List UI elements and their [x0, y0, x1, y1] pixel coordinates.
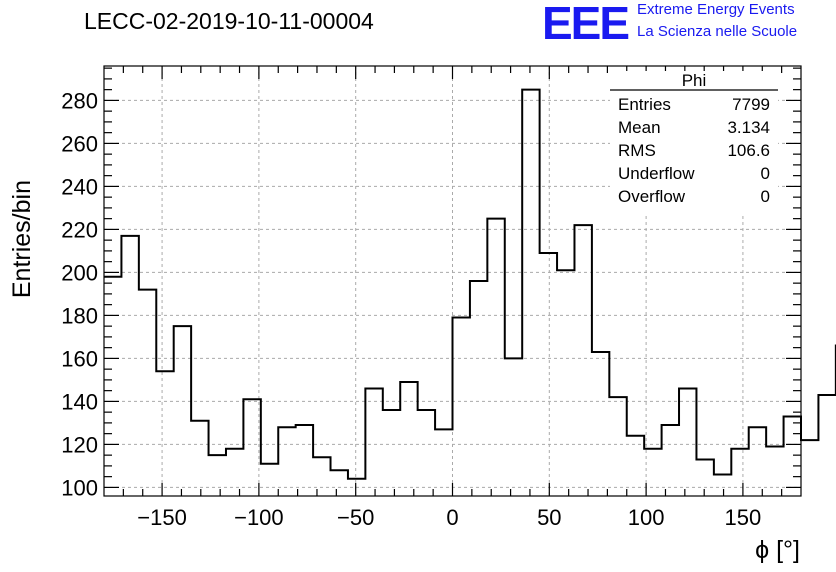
logo-line-2: La Scienza nelle Scuole	[637, 23, 798, 40]
y-tick-label: 180	[61, 303, 98, 328]
logo-line-1: Extreme Energy Events	[637, 1, 795, 18]
stats-row-value: 7799	[732, 95, 770, 114]
stats-row-label: Overflow	[618, 187, 686, 206]
y-axis-title: Entries/bin	[8, 180, 36, 298]
stats-row-value: 3.134	[727, 118, 770, 137]
y-tick-label: 280	[61, 88, 98, 113]
x-tick-label: −150	[137, 505, 187, 530]
stats-row-label: Underflow	[618, 164, 695, 183]
x-tick-label: 150	[725, 505, 762, 530]
y-tick-label: 100	[61, 475, 98, 500]
eee-logo: EEE	[542, 0, 630, 49]
x-tick-label: −50	[337, 505, 374, 530]
stats-row-value: 0	[761, 187, 770, 206]
x-tick-label: 100	[628, 505, 665, 530]
x-axis-title: ϕ [°]	[755, 536, 800, 564]
stats-row-label: Entries	[618, 95, 671, 114]
y-tick-label: 120	[61, 432, 98, 457]
stats-box-rows: Entries 7799 Mean 3.134 RMS 106.6 Underflow 0 Ov…	[618, 95, 770, 206]
x-tick-label: −100	[234, 505, 284, 530]
stats-row-value: 106.6	[727, 141, 770, 160]
stats-box-name: Phi	[682, 71, 707, 90]
stats-row-label: RMS	[618, 141, 656, 160]
histogram-title: LECC-02-2019-10-11-00004	[84, 8, 374, 34]
y-tick-label: 260	[61, 131, 98, 156]
axis-tick-labels: −150 −100 −50 0 50 100 150 100 120 140 160 180 200 22…	[61, 88, 761, 530]
stats-box	[610, 71, 778, 215]
y-tick-label: 140	[61, 389, 98, 414]
y-tick-label: 200	[61, 260, 98, 285]
y-tick-label: 220	[61, 217, 98, 242]
y-tick-label: 240	[61, 174, 98, 199]
x-tick-label: 50	[537, 505, 561, 530]
axis-ticks	[104, 66, 801, 496]
x-tick-label: 0	[446, 505, 458, 530]
y-tick-label: 160	[61, 346, 98, 371]
stats-row-label: Mean	[618, 118, 661, 137]
stats-row-value: 0	[761, 164, 770, 183]
